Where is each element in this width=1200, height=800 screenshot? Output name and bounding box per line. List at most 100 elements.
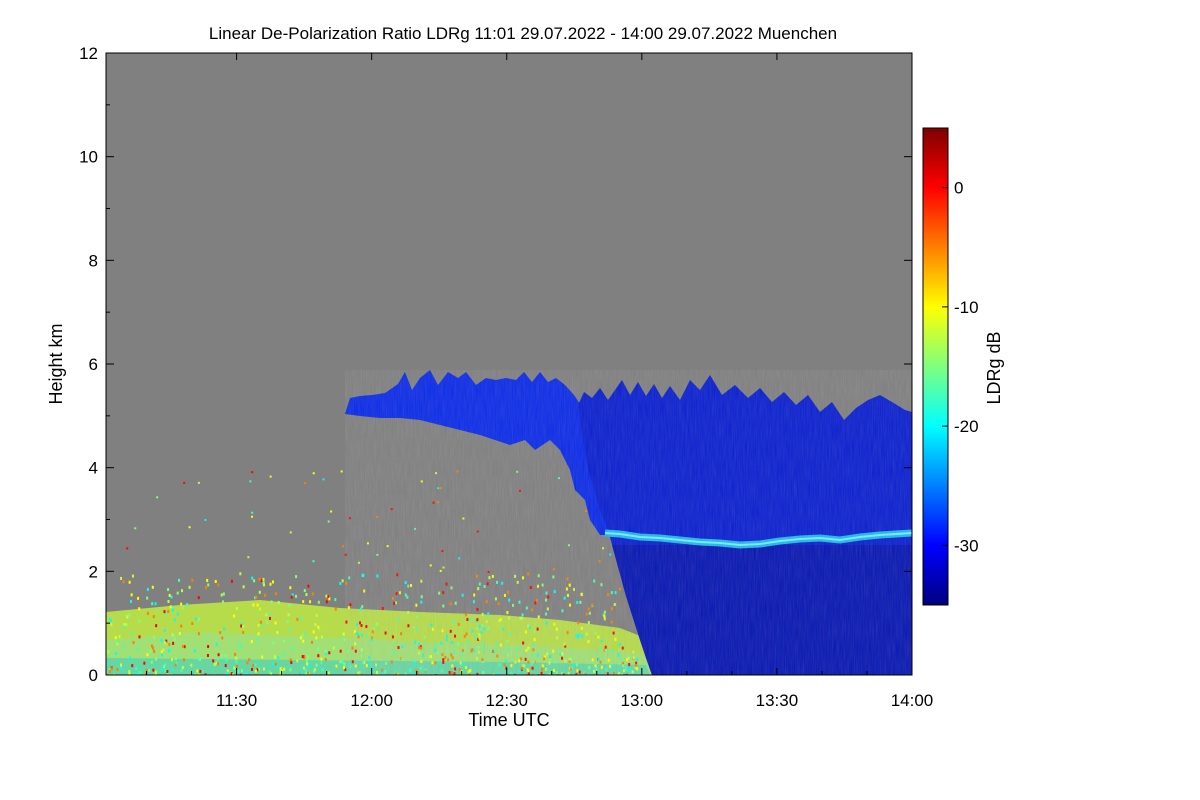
noise-speckle: [191, 621, 194, 625]
noise-speckle: [166, 672, 169, 675]
noise-speckle: [326, 594, 329, 598]
noise-speckle: [290, 661, 293, 665]
noise-speckle: [152, 668, 155, 672]
noise-speckle: [160, 668, 163, 672]
noise-speckle: [269, 582, 272, 586]
noise-speckle: [226, 671, 229, 675]
noise-speckle: [277, 656, 280, 660]
noise-speckle: [312, 630, 315, 634]
noise-speckle: [320, 657, 323, 661]
noise-speckle: [134, 527, 137, 530]
noise-speckle: [328, 651, 331, 655]
noise-speckle: [239, 673, 242, 675]
noise-speckle: [130, 599, 133, 603]
x-axis: 11:30 12:00 12:30 13:00 13:30 14:00: [146, 53, 933, 710]
noise-speckle: [240, 622, 243, 626]
noise-speckle: [183, 645, 186, 649]
noise-speckle: [118, 635, 121, 639]
noise-speckle: [256, 638, 259, 642]
noise-speckle: [180, 602, 183, 606]
noise-speckle: [154, 672, 157, 675]
noise-speckle: [324, 657, 327, 661]
noise-speckle: [270, 600, 273, 604]
noise-speckle: [197, 632, 200, 636]
noise-speckle: [330, 510, 333, 513]
noise-speckle: [163, 610, 166, 614]
noise-speckle: [277, 600, 280, 604]
noise-speckle: [258, 667, 261, 671]
x-axis-label: Time UTC: [468, 710, 549, 730]
noise-speckle: [188, 585, 191, 589]
noise-speckle: [295, 594, 298, 598]
noise-speckle: [289, 586, 292, 590]
noise-speckle: [263, 583, 266, 587]
x-tick-label: 13:00: [621, 691, 664, 710]
noise-speckle: [273, 655, 276, 659]
noise-speckle: [325, 594, 328, 598]
noise-speckle: [307, 671, 310, 675]
noise-speckle: [115, 652, 118, 656]
noise-speckle: [317, 600, 320, 604]
noise-speckle: [234, 652, 237, 656]
noise-speckle: [143, 661, 146, 665]
noise-speckle: [131, 574, 134, 578]
noise-speckle: [161, 653, 164, 657]
noise-speckle: [262, 667, 265, 671]
noise-speckle: [274, 592, 277, 596]
noise-speckle: [255, 595, 258, 599]
noise-speckle: [342, 666, 345, 670]
noise-speckle: [138, 607, 141, 611]
colorbar-label: LDRg dB: [984, 331, 1004, 404]
noise-speckle: [217, 583, 220, 587]
noise-speckle: [186, 603, 189, 607]
noise-speckle: [300, 671, 303, 675]
noise-speckle: [149, 649, 152, 653]
colorbar-tick-label: -20: [954, 417, 979, 436]
noise-speckle: [290, 595, 293, 599]
noise-speckle: [143, 673, 146, 675]
noise-speckle: [170, 595, 173, 599]
noise-speckle: [279, 667, 282, 671]
noise-speckle: [306, 655, 309, 659]
noise-speckle: [197, 596, 200, 600]
noise-speckle: [312, 560, 315, 563]
noise-speckle: [252, 603, 255, 607]
y-axis-label: Height km: [46, 323, 66, 404]
chart-title: Linear De-Polarization Ratio LDRg 11:01 …: [209, 24, 837, 43]
noise-speckle: [155, 624, 158, 628]
noise-speckle: [109, 618, 112, 622]
noise-speckle: [242, 585, 245, 589]
noise-speckle: [254, 663, 257, 667]
noise-speckle: [303, 589, 306, 593]
y-tick-label: 12: [79, 44, 98, 63]
noise-speckle: [221, 654, 224, 658]
x-tick-label: 12:00: [350, 691, 393, 710]
colorbar-ticks: 0 -10 -20 -30: [942, 179, 979, 555]
noise-speckle: [136, 673, 139, 675]
noise-speckle: [295, 575, 298, 579]
noise-speckle: [173, 637, 176, 641]
noise-speckle: [288, 603, 291, 607]
noise-speckle: [146, 653, 149, 657]
noise-speckle: [130, 593, 133, 597]
noise-speckle: [111, 667, 114, 671]
noise-speckle: [154, 602, 157, 606]
noise-speckle: [342, 632, 345, 636]
noise-speckle: [256, 668, 259, 672]
noise-speckle: [279, 670, 282, 674]
noise-speckle: [116, 642, 119, 646]
noise-speckle: [304, 632, 307, 636]
noise-speckle: [262, 581, 265, 585]
noise-speckle: [341, 634, 344, 638]
noise-speckle: [305, 658, 308, 662]
noise-speckle: [249, 480, 252, 483]
noise-speckle: [167, 588, 170, 592]
noise-speckle: [174, 663, 177, 667]
noise-speckle: [119, 666, 122, 670]
noise-speckle: [146, 611, 149, 615]
noise-speckle: [257, 623, 260, 627]
y-tick-label: 4: [89, 459, 98, 478]
noise-speckle: [258, 590, 261, 594]
noise-speckle: [164, 663, 167, 667]
